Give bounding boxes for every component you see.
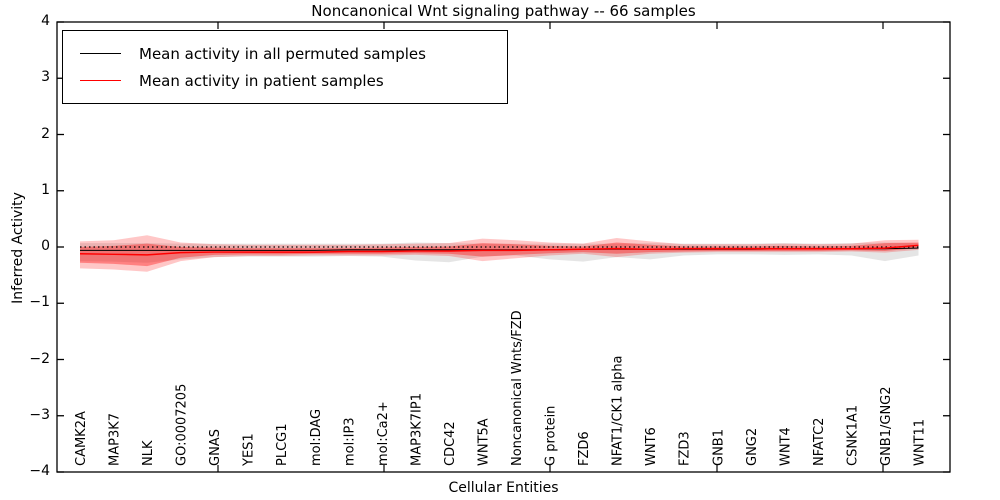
legend-label-patient: Mean activity in patient samples [139, 71, 384, 90]
legend-entry-permuted: Mean activity in all permuted samples [80, 40, 507, 67]
category-label-11: CDC42 [443, 421, 458, 466]
category-label-14: G protein [544, 406, 559, 466]
category-label-22: NFATC2 [812, 418, 827, 466]
category-label-0: CAMK2A [74, 411, 89, 466]
category-label-23: CSNK1A1 [845, 405, 860, 466]
category-label-24: GNB1/GNG2 [879, 386, 894, 466]
legend-box: Mean activity in all permuted samples Me… [62, 30, 508, 104]
category-label-16: NFAT1/CK1 alpha [611, 355, 626, 466]
category-label-12: WNT5A [476, 418, 491, 466]
y-tick-label: 0 [41, 238, 50, 254]
chart-title: Noncanonical Wnt signaling pathway -- 66… [311, 2, 696, 20]
category-label-21: WNT4 [778, 427, 793, 466]
y-tick-label: 4 [41, 13, 50, 29]
y-tick-label: 2 [41, 125, 50, 142]
y-tick-label: 3 [41, 69, 50, 86]
y-tick-label: −2 [29, 350, 50, 367]
legend-label-permuted: Mean activity in all permuted samples [139, 44, 426, 63]
category-label-6: PLCG1 [275, 423, 290, 466]
permuted-line-swatch [80, 53, 121, 54]
category-label-10: MAP3K7IP1 [409, 393, 424, 466]
category-label-20: GNG2 [745, 428, 760, 466]
category-label-17: WNT6 [644, 427, 659, 466]
category-label-8: mol:IP3 [342, 417, 357, 466]
y-tick-label: −1 [29, 294, 50, 311]
permuted-range-band [80, 242, 919, 263]
category-label-13: Noncanonical Wnts/FZD [510, 310, 525, 466]
category-label-3: GO:0007205 [175, 384, 190, 466]
category-label-7: mol:DAG [309, 409, 324, 466]
category-label-19: GNB1 [711, 429, 726, 466]
category-label-5: YES1 [242, 433, 257, 467]
y-tick-label: 1 [41, 181, 50, 198]
patient-line-swatch [80, 80, 121, 81]
y-tick-label: −3 [29, 406, 50, 423]
x-axis-label: Cellular Entities [448, 480, 559, 496]
category-label-2: NLK [141, 440, 156, 466]
patient-mean-line [79, 244, 919, 256]
patient-range-band-outer [80, 235, 919, 272]
category-label-15: FZD6 [577, 431, 592, 466]
legend-entry-patient: Mean activity in patient samples [80, 67, 507, 94]
category-label-18: FZD3 [678, 431, 693, 466]
category-label-9: mol:Ca2+ [376, 401, 391, 466]
category-label-1: MAP3K7 [108, 413, 123, 466]
category-label-4: GNAS [208, 429, 223, 466]
category-label-25: WNT11 [913, 419, 928, 466]
y-tick-label: −4 [29, 463, 50, 479]
